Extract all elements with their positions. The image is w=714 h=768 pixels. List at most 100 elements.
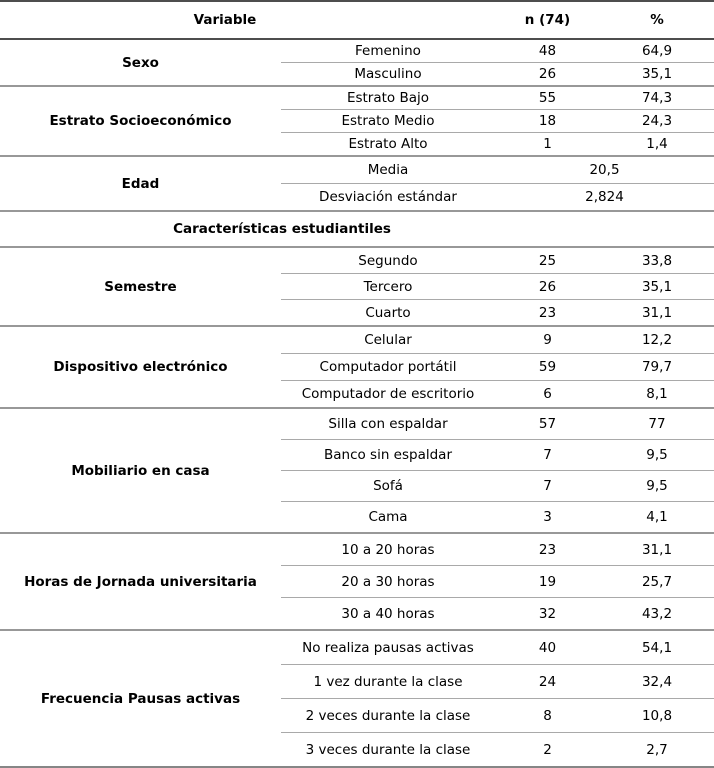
- group-name: Mobiliario en casa: [71, 462, 210, 479]
- percent-cell: 31,1: [641, 541, 673, 558]
- table-row: Estrato Alto 1 1,4: [281, 132, 714, 155]
- percent-cell: 77: [648, 416, 666, 432]
- percent-cell: 32,4: [641, 673, 673, 690]
- category-cell: Estrato Bajo: [346, 90, 430, 106]
- n-cell: 7: [543, 447, 552, 463]
- percent-cell: 33,8: [641, 252, 673, 269]
- table-row: Estrato Bajo 55 74,3: [281, 87, 714, 109]
- category-cell: Cama: [368, 509, 408, 525]
- group-horas-jornada: Horas de Jornada universitaria 10 a 20 h…: [0, 534, 714, 631]
- category-cell: Celular: [364, 332, 412, 348]
- percent-cell: 35,1: [641, 66, 673, 82]
- group-edad: Edad Media 20,5 Desviación estándar 2,82…: [0, 157, 714, 212]
- n-cell: 9: [543, 332, 552, 348]
- category-cell: Sofá: [373, 478, 403, 494]
- group-frecuencia-pausas-activas: Frecuencia Pausas activas No realiza pau…: [0, 631, 714, 766]
- n-cell: 18: [538, 113, 557, 129]
- percent-cell: 54,1: [641, 639, 673, 656]
- table-row: Media 20,5: [281, 157, 714, 183]
- n-cell: 6: [543, 386, 552, 402]
- table-row: Tercero 26 35,1: [281, 273, 714, 299]
- n-cell: 2: [543, 741, 552, 758]
- category-cell: Computador de escritorio: [301, 386, 475, 402]
- percent-cell: 74,3: [641, 90, 673, 106]
- value-cell: 20,5: [589, 162, 620, 178]
- category-cell: 10 a 20 horas: [341, 541, 435, 558]
- table-row: 20 a 30 horas 19 25,7: [281, 565, 714, 597]
- n-cell: 59: [538, 359, 557, 375]
- table-row: Computador portátil 59 79,7: [281, 353, 714, 380]
- n-cell: 8: [543, 707, 552, 724]
- group-name: Horas de Jornada universitaria: [24, 573, 257, 590]
- percent-cell: 10,8: [641, 707, 673, 724]
- n-cell: 7: [543, 478, 552, 494]
- table-row: No realiza pausas activas 40 54,1: [281, 631, 714, 664]
- table-row: Femenino 48 64,9: [281, 40, 714, 62]
- table-row: Masculino 26 35,1: [281, 62, 714, 85]
- category-cell: Estrato Medio: [341, 113, 435, 129]
- n-cell: 19: [538, 573, 557, 590]
- n-cell: 26: [538, 278, 557, 295]
- group-semestre: Semestre Segundo 25 33,8 Tercero 26 35,1…: [0, 248, 714, 327]
- category-cell: Banco sin espaldar: [323, 447, 453, 463]
- n-cell: 55: [538, 90, 557, 106]
- group-name: Frecuencia Pausas activas: [40, 690, 241, 707]
- category-cell: Tercero: [363, 278, 413, 295]
- table-row: 1 vez durante la clase 24 32,4: [281, 664, 714, 698]
- category-cell: No realiza pausas activas: [302, 639, 474, 656]
- table-header-row: Variable n (74) %: [0, 2, 714, 40]
- n-cell: 25: [538, 252, 557, 269]
- n-cell: 3: [543, 509, 552, 525]
- table-row: Celular 9 12,2: [281, 327, 714, 353]
- group-name: Estrato Socioeconómico: [49, 113, 232, 129]
- value-cell: 2,824: [585, 189, 624, 205]
- n-cell: 24: [538, 673, 557, 690]
- category-cell: 20 a 30 horas: [341, 573, 435, 590]
- group-name: Dispositivo electrónico: [53, 359, 228, 375]
- header-variable: Variable: [193, 12, 257, 28]
- category-cell: 3 veces durante la clase: [305, 741, 471, 758]
- table-row: 30 a 40 horas 32 43,2: [281, 597, 714, 629]
- category-cell: Estrato Alto: [348, 136, 428, 152]
- category-cell: 30 a 40 horas: [341, 605, 435, 622]
- group-name: Sexo: [122, 54, 159, 71]
- n-cell: 40: [538, 639, 557, 656]
- percent-cell: 79,7: [641, 359, 673, 375]
- table-row: Sofá 7 9,5: [281, 470, 714, 501]
- table-row: Cuarto 23 31,1: [281, 299, 714, 325]
- table-row: Estrato Medio 18 24,3: [281, 109, 714, 132]
- section-title: Características estudiantiles: [0, 212, 714, 248]
- percent-cell: 9,5: [646, 478, 668, 494]
- group-name: Edad: [121, 175, 160, 192]
- percent-cell: 4,1: [646, 509, 668, 525]
- table-row: Segundo 25 33,8: [281, 248, 714, 273]
- group-mobiliario-en-casa: Mobiliario en casa Silla con espaldar 57…: [0, 409, 714, 534]
- percent-cell: 43,2: [641, 605, 673, 622]
- category-cell: Femenino: [355, 43, 421, 59]
- header-percent: %: [650, 12, 664, 28]
- percent-cell: 64,9: [641, 43, 673, 59]
- category-cell: Segundo: [358, 252, 418, 269]
- category-cell: Silla con espaldar: [328, 416, 448, 432]
- group-estrato-socioeconomico: Estrato Socioeconómico Estrato Bajo 55 7…: [0, 87, 714, 157]
- header-n: n (74): [524, 12, 571, 28]
- group-dispositivo-electronico: Dispositivo electrónico Celular 9 12,2 C…: [0, 327, 714, 409]
- percent-cell: 31,1: [641, 304, 673, 321]
- n-cell: 32: [538, 605, 557, 622]
- n-cell: 26: [538, 66, 557, 82]
- category-cell: Media: [367, 162, 409, 178]
- percent-cell: 2,7: [646, 741, 668, 758]
- n-cell: 48: [538, 43, 557, 59]
- category-cell: Masculino: [354, 66, 422, 82]
- n-cell: 1: [543, 136, 552, 152]
- percent-cell: 24,3: [641, 113, 673, 129]
- table-row: Cama 3 4,1: [281, 501, 714, 532]
- table-row: 3 veces durante la clase 2 2,7: [281, 732, 714, 766]
- table-row: Silla con espaldar 57 77: [281, 409, 714, 439]
- category-cell: Computador portátil: [319, 359, 457, 375]
- n-cell: 23: [538, 304, 557, 321]
- table-row: 10 a 20 horas 23 31,1: [281, 534, 714, 565]
- percent-cell: 12,2: [641, 332, 673, 348]
- percent-cell: 8,1: [646, 386, 668, 402]
